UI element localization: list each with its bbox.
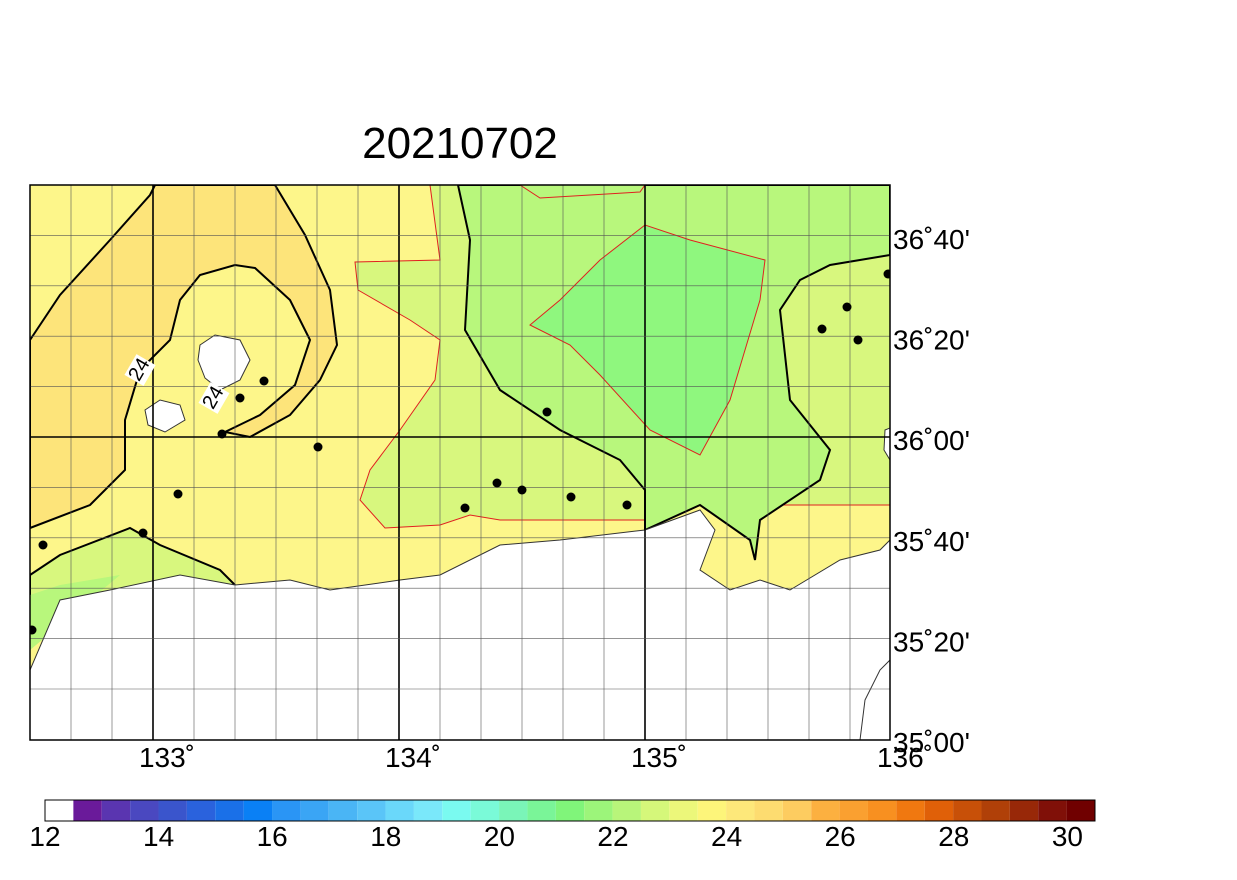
colorbar-label: 30 bbox=[1052, 821, 1083, 852]
latitude-label: 35˚20' bbox=[893, 626, 970, 657]
colorbar-label: 14 bbox=[143, 821, 174, 852]
longitude-label: 135˚ bbox=[631, 742, 687, 773]
field-green-top bbox=[519, 185, 646, 199]
field-orange bbox=[30, 185, 339, 530]
latitude-label: 35˚40' bbox=[893, 526, 970, 557]
colorbar-box bbox=[697, 800, 727, 821]
colorbar-box bbox=[158, 800, 187, 821]
colorbar-label: 24 bbox=[711, 821, 742, 852]
colorbar-box bbox=[754, 800, 783, 821]
station bbox=[30, 625, 37, 635]
coast-east bbox=[883, 427, 890, 461]
station bbox=[517, 485, 527, 495]
colorbar-box bbox=[669, 800, 698, 821]
colorbar-label: 26 bbox=[825, 821, 856, 852]
colorbar-box bbox=[328, 800, 358, 821]
colorbar-box bbox=[101, 800, 131, 821]
colorbar-box bbox=[811, 800, 840, 821]
colorbar-box bbox=[867, 800, 897, 821]
station bbox=[883, 269, 890, 279]
colorbar-box bbox=[726, 800, 755, 821]
longitude-label: 134˚ bbox=[385, 742, 441, 773]
colorbar-box bbox=[385, 800, 414, 821]
colorbar-box bbox=[272, 800, 301, 821]
station bbox=[460, 503, 470, 513]
station bbox=[217, 429, 227, 439]
colorbar-box bbox=[413, 800, 443, 821]
colorbar-box bbox=[896, 800, 925, 821]
colorbar-box bbox=[243, 800, 273, 821]
grid bbox=[30, 185, 890, 740]
station bbox=[853, 335, 863, 345]
colorbar-label: 22 bbox=[597, 821, 628, 852]
island bbox=[197, 334, 251, 391]
colorbar-box bbox=[527, 800, 556, 821]
colorbar-box bbox=[300, 800, 329, 821]
colorbar-box bbox=[442, 800, 471, 821]
colorbar-frame bbox=[44, 799, 1096, 822]
latitude-label: 35˚00' bbox=[893, 727, 970, 758]
longitude-label: 136˚ bbox=[877, 742, 933, 773]
colorbar-box bbox=[981, 800, 1010, 821]
field-deep-green bbox=[529, 224, 766, 456]
station bbox=[173, 489, 183, 499]
colorbar-box bbox=[357, 800, 386, 821]
map-field bbox=[30, 185, 890, 740]
land bbox=[30, 509, 890, 740]
station bbox=[313, 442, 323, 452]
station bbox=[38, 540, 48, 550]
contour-label-box bbox=[198, 382, 230, 414]
colorbar-box bbox=[924, 800, 954, 821]
colorbar-box bbox=[555, 800, 585, 821]
colorbar-box bbox=[584, 800, 613, 821]
latitude-label: 36˚00' bbox=[893, 425, 970, 456]
colorbar-box bbox=[215, 800, 244, 821]
colorbar-box bbox=[839, 800, 868, 821]
colorbar-box bbox=[499, 800, 528, 821]
station bbox=[622, 500, 632, 510]
colorbar-box bbox=[1009, 800, 1039, 821]
station bbox=[842, 302, 852, 312]
latitude-label: 36˚20' bbox=[893, 325, 970, 356]
latitude-label: 36˚40' bbox=[893, 224, 970, 255]
colorbar-box bbox=[953, 800, 982, 821]
station bbox=[492, 478, 502, 488]
colorbar-box bbox=[1038, 800, 1067, 821]
station bbox=[138, 528, 148, 538]
colorbar-label: 18 bbox=[370, 821, 401, 852]
station bbox=[817, 324, 827, 334]
contour-label-box bbox=[124, 354, 156, 386]
colorbar-label: 12 bbox=[29, 821, 60, 852]
station bbox=[566, 492, 576, 502]
island-small bbox=[144, 399, 186, 433]
station bbox=[235, 393, 245, 403]
colorbar-box bbox=[130, 800, 159, 821]
colorbar-box bbox=[612, 800, 641, 821]
colorbar-box bbox=[186, 800, 216, 821]
colorbar: 12 14 16 18 20 22 24 26 28 30 bbox=[29, 799, 1096, 852]
colorbar-box bbox=[73, 800, 102, 821]
colorbar-label: 28 bbox=[938, 821, 969, 852]
map-frame bbox=[29, 184, 891, 741]
colorbar-label: 16 bbox=[257, 821, 288, 852]
station bbox=[259, 376, 269, 386]
map-title: 20210702 bbox=[362, 119, 558, 168]
colorbar-box bbox=[782, 800, 812, 821]
coast-line bbox=[859, 659, 890, 740]
colorbar-box bbox=[45, 800, 74, 821]
longitude-label: 133˚ bbox=[139, 742, 195, 773]
axis-labels: 133˚ 134˚ 135˚ 136˚ 36˚40' 36˚20' 36˚00' 35˚40'… bbox=[139, 224, 970, 773]
station bbox=[542, 407, 552, 417]
stations bbox=[30, 269, 890, 635]
colorbar-label: 20 bbox=[484, 821, 515, 852]
colorbar-box bbox=[640, 800, 670, 821]
colorbar-box bbox=[1066, 800, 1095, 821]
colorbar-box bbox=[470, 800, 500, 821]
